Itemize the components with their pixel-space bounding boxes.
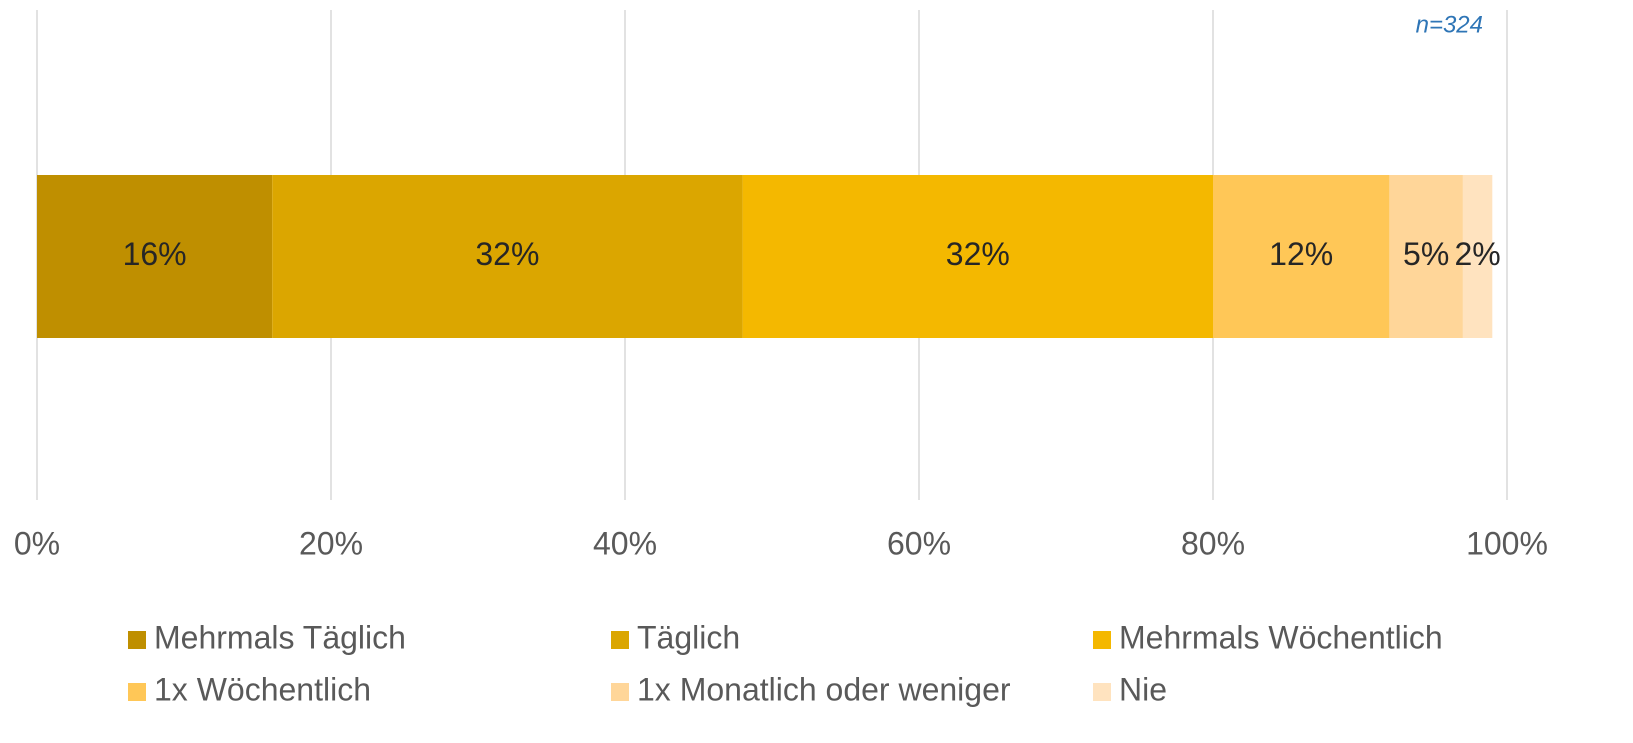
bar-segment (272, 175, 743, 338)
annotation: n=324 (1416, 11, 1483, 38)
legend-swatch (611, 683, 629, 701)
value-label: 32% (475, 236, 539, 272)
legend-label: Mehrmals Wöchentlich (1119, 619, 1443, 655)
legend-swatch (128, 631, 146, 649)
x-tick-label: 0% (14, 525, 60, 561)
x-tick-label: 80% (1181, 525, 1245, 561)
bar-segment (1389, 175, 1463, 338)
bar-segment (742, 175, 1213, 338)
x-tick-label: 60% (887, 525, 951, 561)
x-tick-label: 20% (299, 525, 363, 561)
value-label: 32% (946, 236, 1010, 272)
legend-swatch (1093, 631, 1111, 649)
legend-swatch (1093, 683, 1111, 701)
value-label: 5% (1403, 236, 1449, 272)
bar-segment (37, 175, 273, 338)
legend-label: Nie (1119, 671, 1167, 707)
bar-segment (1213, 175, 1390, 338)
legend-label: 1x Wöchentlich (154, 671, 371, 707)
legend-label: Mehrmals Täglich (154, 619, 406, 655)
bar-segment (1462, 175, 1493, 338)
legend-label: Täglich (637, 619, 740, 655)
x-tick-label: 100% (1466, 525, 1548, 561)
value-label: 12% (1269, 236, 1333, 272)
value-label: 2% (1454, 236, 1500, 272)
value-label: 16% (123, 236, 187, 272)
legend-swatch (128, 683, 146, 701)
x-tick-label: 40% (593, 525, 657, 561)
legend-label: 1x Monatlich oder weniger (637, 671, 1011, 707)
legend-swatch (611, 631, 629, 649)
